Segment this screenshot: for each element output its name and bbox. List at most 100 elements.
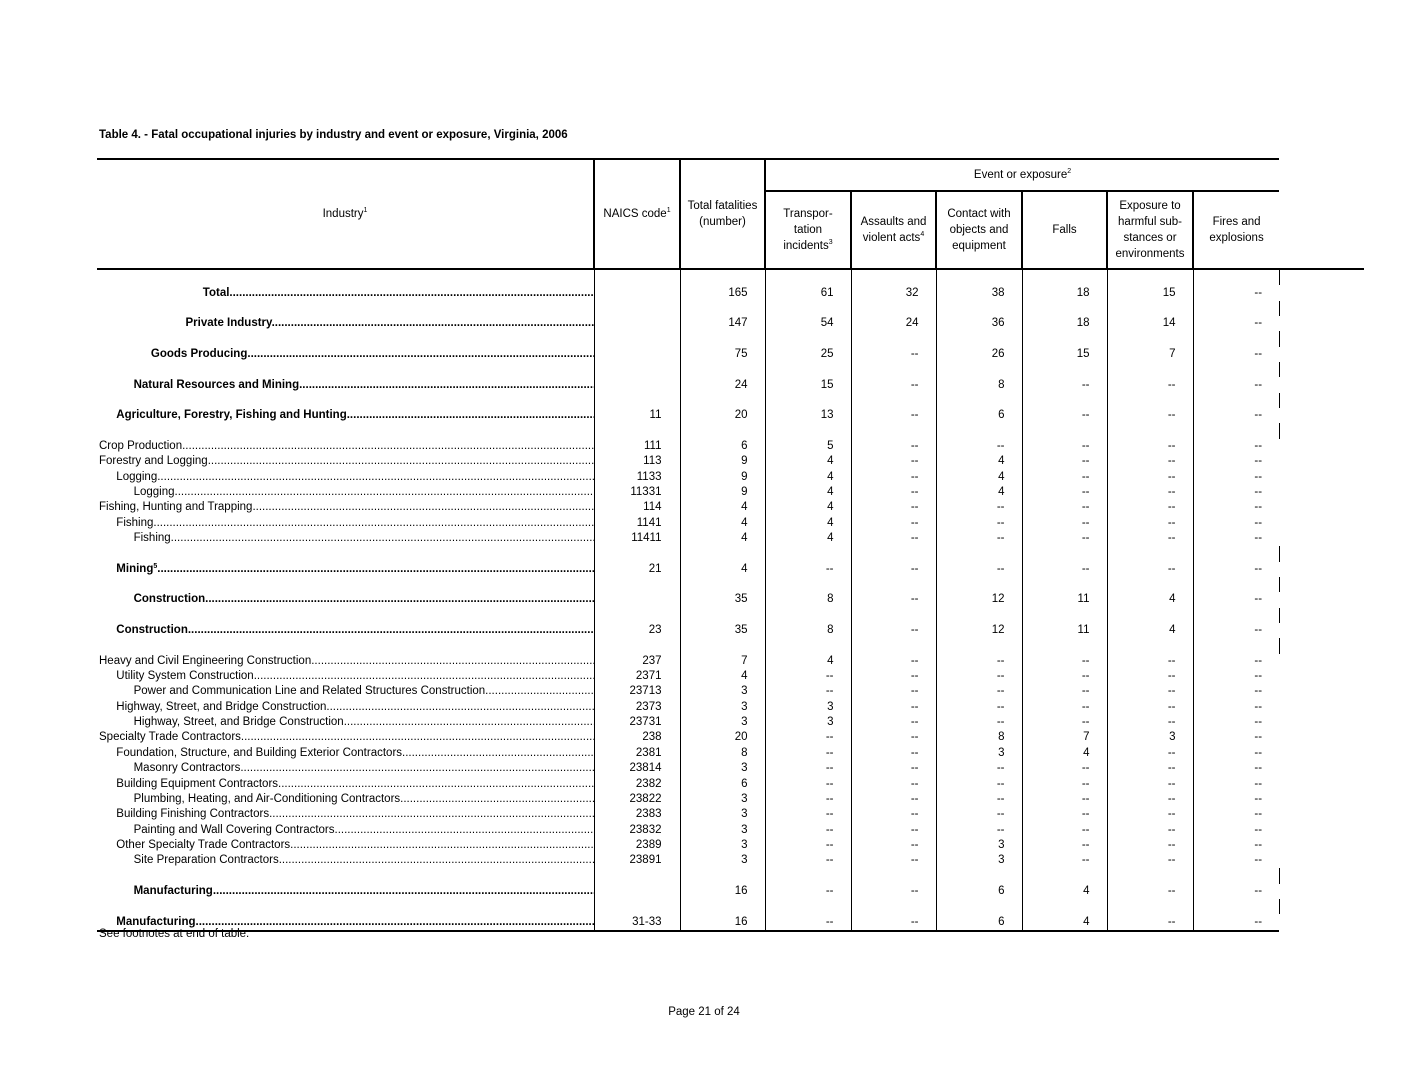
value-cell: -- — [1021, 530, 1107, 547]
naics-cell: 2373 — [593, 699, 680, 715]
value-cell: -- — [1192, 668, 1280, 685]
value-cell: 3 — [1106, 730, 1193, 746]
value-cell: -- — [935, 822, 1022, 838]
value-cell: -- — [850, 454, 936, 470]
value-cell: 3 — [935, 745, 1022, 761]
value-cell: -- — [1192, 408, 1280, 424]
value-cell: 15 — [1106, 285, 1193, 301]
value-cell: -- — [850, 592, 936, 608]
value-cell: -- — [764, 561, 851, 577]
value-cell: -- — [764, 853, 851, 869]
value-cell: -- — [1192, 622, 1280, 639]
table-title: Table 4. - Fatal occupational injuries b… — [99, 129, 568, 141]
naics-cell: 31-33 — [593, 914, 680, 932]
spacer-row — [97, 300, 1365, 317]
value-cell: 24 — [850, 316, 936, 332]
industry-cell: Plumbing, Heating, and Air-Conditioning … — [97, 791, 595, 808]
table-row: Heavy and Civil Engineering Construction… — [97, 653, 1364, 669]
value-cell: -- — [850, 438, 936, 455]
naics-cell: 237 — [593, 653, 680, 669]
value-cell: 75 — [679, 346, 765, 363]
value-cell: 8 — [764, 592, 851, 608]
value-cell: 4 — [764, 653, 851, 669]
industry-cell: Logging — [97, 469, 595, 485]
naics-cell: 23 — [593, 622, 680, 639]
value-cell: -- — [850, 730, 936, 746]
header-event-col: Exposure to harmful sub- stances or envi… — [1106, 190, 1194, 269]
naics-cell: 23891 — [593, 853, 680, 869]
spacer-row — [97, 392, 1365, 409]
naics-cell — [593, 592, 680, 608]
value-cell: 54 — [764, 316, 851, 332]
value-cell: 3 — [764, 714, 851, 731]
value-cell: 6 — [679, 438, 765, 455]
header-event-col: Assaults and violent acts4 — [850, 190, 937, 269]
value-cell: 4 — [679, 668, 765, 685]
table-row: Masonry Contractors238143------------ — [97, 761, 1364, 777]
spacer-row — [97, 607, 1365, 623]
value-cell: -- — [1192, 914, 1280, 932]
value-cell: 11 — [1021, 622, 1107, 639]
industry-cell: Painting and Wall Covering Contractors — [97, 822, 595, 838]
table-row: Painting and Wall Covering Contractors23… — [97, 822, 1364, 838]
value-cell: 147 — [679, 316, 765, 332]
value-cell: -- — [850, 469, 936, 485]
value-cell: 3 — [935, 837, 1022, 854]
value-cell: -- — [1192, 484, 1280, 501]
value-cell: -- — [1106, 469, 1193, 485]
value-cell: 4 — [935, 454, 1022, 470]
value-cell: 7 — [1106, 346, 1193, 363]
value-cell: -- — [1021, 791, 1107, 808]
value-cell: 8 — [764, 622, 851, 639]
value-cell: -- — [1106, 484, 1193, 501]
value-cell: 3 — [679, 837, 765, 854]
value-cell: 4 — [679, 530, 765, 547]
value-cell: 5 — [764, 438, 851, 455]
value-cell: -- — [1021, 438, 1107, 455]
value-cell: 13 — [764, 408, 851, 424]
value-cell: -- — [1192, 822, 1280, 838]
value-cell: 8 — [679, 745, 765, 761]
naics-cell: 113 — [593, 454, 680, 470]
table-row: Foundation, Structure, and Building Exte… — [97, 745, 1364, 761]
industry-cell: Fishing, Hunting and Trapping — [97, 500, 595, 516]
value-cell: -- — [1106, 883, 1193, 900]
naics-cell: 111 — [593, 438, 680, 455]
value-cell: -- — [935, 684, 1022, 700]
industry-cell: Specialty Trade Contractors — [97, 730, 595, 746]
naics-cell: 2383 — [593, 807, 680, 823]
header-event-col: Falls — [1021, 190, 1108, 269]
value-cell: -- — [935, 776, 1022, 792]
industry-cell: Forestry and Logging — [97, 454, 595, 470]
value-cell: -- — [1106, 530, 1193, 547]
industry-cell: Manufacturing — [97, 883, 595, 900]
value-cell: -- — [1021, 761, 1107, 777]
value-cell: 4 — [1021, 883, 1107, 900]
naics-cell: 11411 — [593, 530, 680, 547]
value-cell: -- — [1106, 914, 1193, 932]
header-event-group: Event or exposure2 — [763, 158, 1280, 191]
header-naics: NAICS code1 — [593, 158, 681, 269]
value-cell: 4 — [764, 500, 851, 516]
value-cell: -- — [1192, 853, 1280, 869]
value-cell: -- — [850, 745, 936, 761]
table-row: Utility System Construction23714--------… — [97, 668, 1364, 685]
header-event-col: Fires and explosions — [1191, 190, 1280, 269]
value-cell: -- — [1021, 408, 1107, 424]
value-cell: -- — [935, 791, 1022, 808]
value-cell: -- — [1106, 408, 1193, 424]
naics-cell — [593, 346, 680, 363]
value-cell: 9 — [679, 469, 765, 485]
industry-cell: Fishing — [97, 515, 595, 531]
value-cell: -- — [764, 730, 851, 746]
value-cell: -- — [1192, 515, 1280, 531]
value-cell: -- — [1106, 699, 1193, 715]
spacer-row — [97, 868, 1365, 884]
value-cell: 3 — [679, 699, 765, 715]
spacer-row — [97, 899, 1365, 915]
value-cell: -- — [850, 776, 936, 792]
value-cell: -- — [1021, 469, 1107, 485]
value-cell: -- — [1106, 668, 1193, 685]
table-row: Other Specialty Trade Contractors23893--… — [97, 837, 1364, 854]
